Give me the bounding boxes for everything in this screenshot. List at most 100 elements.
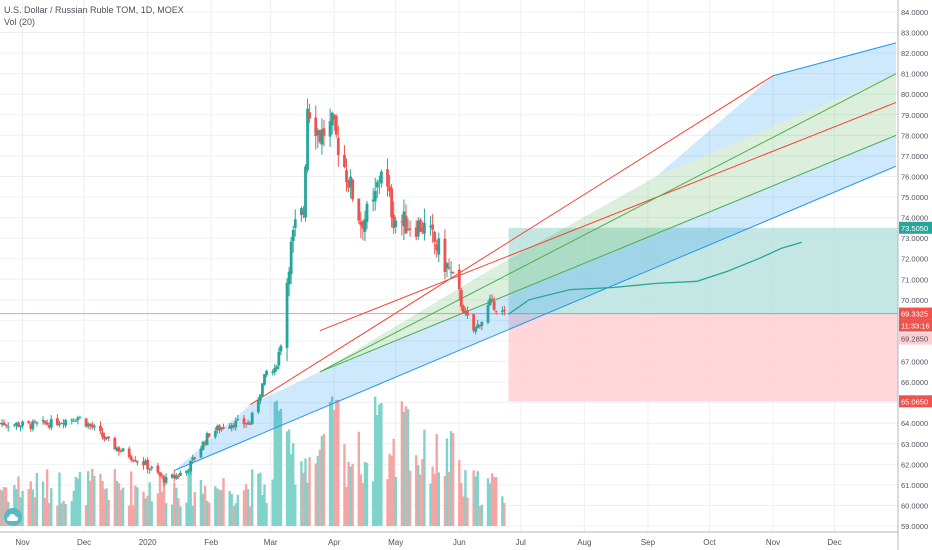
candle[interactable] [217, 425, 221, 431]
candle[interactable] [408, 228, 412, 230]
target-zone[interactable] [508, 227, 898, 315]
candle[interactable] [414, 227, 418, 237]
candle[interactable] [345, 170, 348, 182]
candle[interactable] [459, 290, 463, 307]
candle[interactable] [431, 224, 435, 230]
candle[interactable] [156, 465, 160, 473]
candle[interactable] [17, 422, 20, 427]
candle[interactable] [185, 470, 188, 473]
candle[interactable] [406, 229, 410, 231]
candle[interactable] [445, 263, 449, 269]
candle[interactable] [492, 301, 496, 310]
candle[interactable] [478, 325, 482, 327]
candle[interactable] [60, 423, 63, 425]
candle[interactable] [230, 425, 234, 428]
channel-line-blue[interactable] [174, 165, 897, 471]
candle[interactable] [131, 460, 135, 462]
candle[interactable] [373, 191, 377, 202]
candle[interactable] [193, 457, 197, 459]
volume-indicator-label[interactable]: Vol (20) [4, 17, 36, 27]
candle[interactable] [117, 447, 121, 452]
candle[interactable] [170, 474, 174, 478]
channel-band-upper[interactable] [656, 42, 896, 177]
candle[interactable] [291, 230, 295, 242]
candle[interactable] [49, 419, 53, 428]
candle[interactable] [205, 433, 209, 446]
candle[interactable] [72, 420, 76, 422]
candle[interactable] [488, 298, 492, 306]
candle[interactable] [146, 459, 150, 470]
channel-line-green[interactable] [319, 134, 897, 373]
candle[interactable] [287, 271, 291, 285]
candle[interactable] [213, 431, 217, 437]
candle[interactable] [357, 198, 361, 221]
candle[interactable] [289, 241, 293, 275]
candle[interactable] [375, 182, 379, 188]
candle[interactable] [84, 418, 88, 427]
candle[interactable] [21, 421, 24, 426]
candle[interactable] [101, 432, 104, 438]
channel-line-red[interactable] [249, 75, 774, 406]
candle[interactable] [234, 420, 238, 428]
candle[interactable] [461, 306, 465, 314]
candle[interactable] [90, 424, 94, 428]
candle[interactable] [29, 424, 33, 429]
candle[interactable] [144, 460, 147, 465]
candle[interactable] [105, 437, 109, 439]
candle[interactable] [121, 448, 125, 452]
candle[interactable] [45, 422, 49, 425]
candle[interactable] [207, 433, 211, 437]
candle[interactable] [119, 450, 123, 452]
candle[interactable] [502, 309, 506, 312]
candle[interactable] [308, 112, 312, 119]
candle[interactable] [361, 221, 365, 229]
candle[interactable] [215, 426, 219, 431]
candle[interactable] [273, 368, 277, 373]
candle[interactable] [201, 441, 205, 450]
candle[interactable] [457, 269, 461, 290]
candle[interactable] [148, 468, 152, 470]
candle[interactable] [451, 272, 455, 274]
candle[interactable] [390, 188, 394, 218]
candle[interactable] [418, 219, 422, 232]
candle[interactable] [433, 231, 437, 242]
candle[interactable] [285, 282, 289, 348]
stop-zone[interactable] [508, 314, 898, 402]
candle[interactable] [402, 211, 406, 227]
candle[interactable] [242, 418, 246, 425]
candle[interactable] [160, 475, 164, 477]
candle[interactable] [88, 423, 92, 426]
candle[interactable] [0, 423, 4, 425]
candle[interactable] [76, 417, 80, 421]
candle[interactable] [78, 417, 82, 419]
candle[interactable] [490, 298, 494, 300]
candle[interactable] [113, 437, 117, 450]
candle[interactable] [437, 238, 441, 255]
candle[interactable] [420, 227, 424, 232]
long-position-zones[interactable] [508, 227, 898, 402]
candle[interactable] [70, 419, 74, 421]
candle[interactable] [466, 310, 469, 316]
channel-line-red[interactable] [319, 101, 897, 332]
candle[interactable] [449, 271, 453, 273]
candle[interactable] [263, 374, 266, 385]
candle[interactable] [316, 130, 320, 135]
candle[interactable] [127, 448, 131, 458]
candle[interactable] [27, 421, 31, 423]
candle[interactable] [133, 460, 137, 462]
candle[interactable] [379, 171, 383, 184]
candle[interactable] [443, 238, 447, 272]
candle[interactable] [203, 442, 207, 444]
candle[interactable] [363, 219, 367, 232]
candle[interactable] [246, 422, 250, 425]
candle[interactable] [103, 436, 106, 440]
candle[interactable] [279, 345, 283, 352]
candle[interactable] [250, 412, 254, 424]
tradingview-logo-icon[interactable] [4, 508, 22, 526]
candle[interactable] [271, 371, 275, 373]
candle[interactable] [258, 394, 262, 401]
candle[interactable] [318, 130, 322, 142]
channel-line-blue[interactable] [772, 42, 897, 77]
candle[interactable] [336, 137, 340, 156]
